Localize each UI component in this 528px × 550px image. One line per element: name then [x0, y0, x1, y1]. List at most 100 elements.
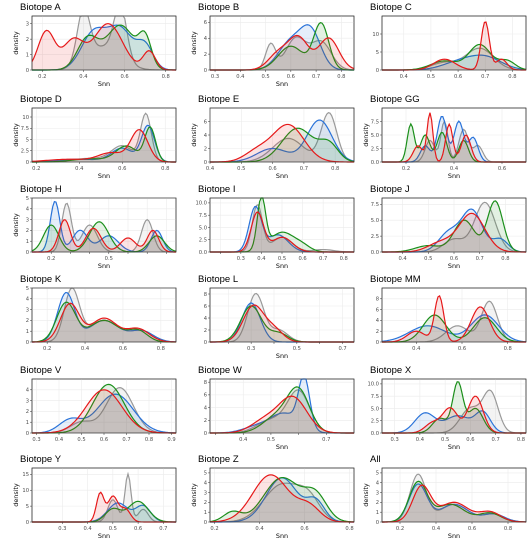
density-area-gray [210, 293, 354, 342]
x-axis-label: Snn [276, 443, 288, 451]
y-tick-label: 0 [376, 68, 379, 74]
x-axis-label: Snn [276, 532, 288, 540]
y-tick-label: 3 [26, 307, 29, 313]
x-tick-label: 0.4 [416, 437, 425, 443]
y-tick-label: 5 [26, 196, 29, 202]
y-tick-label: 5 [376, 471, 379, 477]
x-tick-label: 0.6 [450, 256, 458, 262]
panel-title: Biotope MM [370, 274, 421, 285]
y-tick-label: 6 [376, 307, 379, 313]
x-axis-label: Snn [448, 262, 460, 270]
panel-title: Biotope W [198, 365, 242, 376]
x-tick-label: 0.4 [239, 437, 248, 443]
x-axis-label: Snn [276, 352, 288, 360]
density-area-red [32, 389, 176, 433]
x-tick-label: 0.3 [211, 74, 219, 80]
y-tick-label: 8 [204, 292, 207, 298]
y-tick-label: 2.5 [199, 238, 207, 244]
x-tick-label: 0.8 [504, 346, 512, 352]
y-tick-label: 0.0 [199, 250, 207, 256]
y-tick-label: 4 [204, 481, 208, 487]
density-line-blue [381, 314, 527, 343]
y-tick-label: 1 [26, 52, 29, 58]
x-tick-label: 0.5 [105, 256, 113, 262]
panel-biotope-e: Biotope E 0.4 0.5 0.6 0.7 0.8 0 2 4 6 Snn density [190, 94, 355, 180]
density-line-gray [209, 482, 355, 523]
y-tick-label: 0 [204, 340, 207, 346]
x-tick-label: 0.5 [109, 526, 117, 532]
y-tick-label: 1 [376, 510, 379, 516]
y-tick-label: 1 [26, 420, 29, 426]
panel-title: Biotope I [198, 184, 236, 195]
y-tick-label: 2.5 [371, 419, 379, 425]
density-line-green [382, 314, 527, 343]
x-tick-label: 0.8 [157, 346, 165, 352]
density-area-red [32, 492, 176, 522]
plot-frame [31, 107, 177, 163]
y-tick-label: 0 [26, 431, 29, 437]
x-tick-label: 0.3 [237, 256, 245, 262]
y-tick-label: 2 [26, 228, 29, 234]
density-area-blue [32, 125, 176, 162]
x-tick-label: 0.6 [134, 526, 142, 532]
panel-title: Biotope J [370, 184, 410, 195]
y-tick-label: 5.0 [371, 133, 379, 139]
x-axis-label: Snn [276, 172, 288, 180]
panel-biotope-mm: Biotope MM 0.4 0.6 0.8 0 2 4 6 8 [370, 274, 527, 352]
panel-biotope-j: Biotope J 0.4 0.5 0.6 0.7 0.8 0.0 2.5 5.0 7.5 Snn [370, 184, 527, 270]
density-line-red [31, 389, 177, 434]
y-tick-label: 3 [26, 22, 29, 28]
x-axis-label: Snn [98, 172, 110, 180]
x-tick-label: 0.4 [206, 166, 215, 172]
x-tick-label: 0.3 [58, 526, 66, 532]
density-line-green [31, 221, 177, 253]
panel-title: Biotope V [20, 365, 62, 376]
density-line-red [31, 302, 177, 343]
density-area-red [32, 303, 176, 342]
y-tick-label: 10 [22, 488, 29, 494]
y-tick-label: 0.0 [371, 250, 379, 256]
y-tick-label: 5.0 [371, 218, 379, 224]
y-tick-label: 0 [376, 520, 379, 526]
y-tick-label: 2 [26, 318, 29, 324]
y-axis-label: density [190, 123, 198, 147]
density-line-blue [382, 410, 526, 434]
plot-frame [381, 378, 527, 434]
panel-all: All 0.2 0.4 0.6 0.8 0 1 2 3 4 5 Snn density [362, 454, 527, 540]
density-area-gray [32, 387, 176, 433]
plot-frame [31, 15, 177, 71]
y-tick-label: 5 [26, 504, 29, 510]
x-tick-label: 0.4 [400, 74, 409, 80]
x-tick-label: 0.5 [293, 346, 301, 352]
x-tick-label: 0.4 [257, 256, 266, 262]
y-tick-label: 2.5 [371, 146, 379, 152]
density-line-blue [209, 119, 355, 163]
x-tick-label: 0.7 [122, 437, 130, 443]
x-tick-label: 0.4 [55, 437, 64, 443]
x-tick-label: 0.5 [427, 74, 435, 80]
plot-frame [209, 287, 355, 343]
y-tick-label: 10.0 [367, 382, 379, 388]
x-tick-label: 0.5 [237, 166, 245, 172]
y-tick-label: 0 [204, 160, 207, 166]
x-tick-label: 0.4 [81, 346, 90, 352]
panel-title: Biotope GG [370, 94, 420, 105]
x-tick-label: 0.3 [247, 346, 255, 352]
panel-biotope-gg: Biotope GG 0.2 0.4 0.6 0.0 2.5 5.0 7.5 Snn densit… [362, 94, 527, 180]
x-tick-label: 0.6 [120, 74, 128, 80]
y-tick-label: 6 [204, 119, 207, 125]
x-tick-label: 0.7 [481, 74, 489, 80]
x-tick-label: 0.6 [119, 346, 127, 352]
density-line-red [32, 219, 177, 253]
density-area-gray [210, 483, 354, 522]
y-tick-label: 2 [204, 146, 207, 152]
panel-biotope-x: Biotope X 0.3 0.4 0.5 0.6 0.7 0.8 0.0 2.5 5.0 7.5 1… [367, 365, 527, 451]
density-area-red [210, 396, 354, 433]
density-line-green [31, 301, 177, 343]
panel-title: Biotope B [198, 2, 239, 13]
panel-title: Biotope Y [20, 454, 62, 465]
plot-frame [381, 287, 527, 343]
density-area-green [32, 302, 176, 342]
density-area-blue [210, 379, 354, 433]
y-tick-label: 4 [26, 388, 30, 394]
